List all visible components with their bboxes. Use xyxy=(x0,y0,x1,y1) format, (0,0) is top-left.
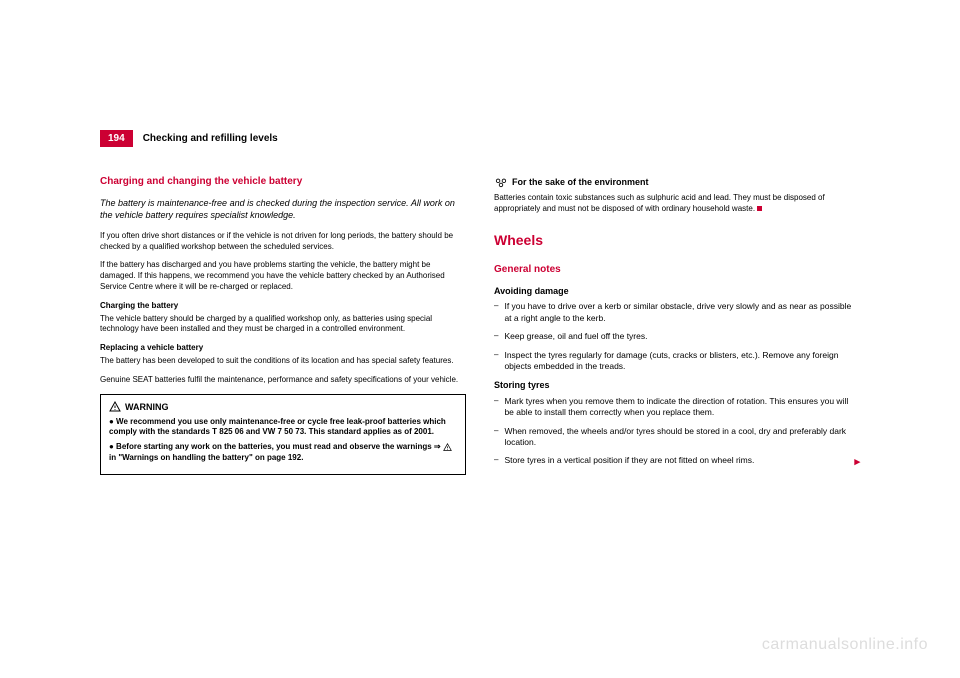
environment-label: For the sake of the environment xyxy=(512,176,649,188)
subheading: Replacing a vehicle battery xyxy=(100,343,466,354)
manual-page: 194 Checking and refilling levels Chargi… xyxy=(0,0,960,517)
environment-text: Batteries contain toxic substances such … xyxy=(494,193,860,215)
section-heading: Charging and changing the vehicle batter… xyxy=(100,175,466,189)
environment-header: For the sake of the environment xyxy=(494,175,860,189)
end-marker-icon xyxy=(757,206,762,211)
paragraph: The vehicle battery should be charged by… xyxy=(100,314,466,336)
warning-header: WARNING xyxy=(109,401,457,413)
list-text: Inspect the tyres regularly for damage (… xyxy=(504,350,860,373)
intro-text: The battery is maintenance-free and is c… xyxy=(100,197,466,221)
dash-icon: – xyxy=(494,396,498,419)
subheading: Charging the battery xyxy=(100,301,466,312)
env-body: Batteries contain toxic substances such … xyxy=(494,193,825,213)
list-item: – Store tyres in a vertical position if … xyxy=(494,455,860,470)
page-number: 194 xyxy=(100,130,133,147)
watermark: carmanualsonline.info xyxy=(762,636,928,654)
paragraph: Genuine SEAT batteries fulfil the mainte… xyxy=(100,375,466,386)
warning-bullet: ● We recommend you use only maintenance-… xyxy=(109,417,457,439)
warning-bullet: ● Before starting any work on the batter… xyxy=(109,442,457,464)
list-item: – Inspect the tyres regularly for damage… xyxy=(494,350,860,373)
dash-icon: – xyxy=(494,301,498,324)
list-item: – When removed, the wheels and/or tyres … xyxy=(494,426,860,449)
warning-triangle-icon xyxy=(109,401,121,413)
dash-icon: – xyxy=(494,426,498,449)
continue-arrow-icon: ▸ xyxy=(854,455,860,470)
warning-box: WARNING ● We recommend you use only main… xyxy=(100,394,466,475)
subheading: Storing tyres xyxy=(494,379,860,391)
subheading: Avoiding damage xyxy=(494,285,860,297)
list-item: – If you have to drive over a kerb or si… xyxy=(494,301,860,324)
subsection-heading: General notes xyxy=(494,263,860,277)
page-header: 194 Checking and refilling levels xyxy=(100,130,860,147)
warning-triangle-icon xyxy=(443,443,452,452)
paragraph: The battery has been developed to suit t… xyxy=(100,356,466,367)
list-item: – Keep grease, oil and fuel off the tyre… xyxy=(494,331,860,342)
section-heading: Wheels xyxy=(494,231,860,250)
list-text: When removed, the wheels and/or tyres sh… xyxy=(504,426,860,449)
recycle-icon xyxy=(494,175,508,189)
header-title: Checking and refilling levels xyxy=(143,133,278,144)
list-text: Keep grease, oil and fuel off the tyres. xyxy=(504,331,860,342)
right-column: For the sake of the environment Batterie… xyxy=(494,175,860,477)
warning-label: WARNING xyxy=(125,401,169,413)
warning-text-b: in "Warnings on handling the battery" on… xyxy=(109,453,303,462)
paragraph: If the battery has discharged and you ha… xyxy=(100,260,466,292)
paragraph: If you often drive short distances or if… xyxy=(100,231,466,253)
list-text: If you have to drive over a kerb or simi… xyxy=(504,301,860,324)
list-item: – Mark tyres when you remove them to ind… xyxy=(494,396,860,419)
dash-icon: – xyxy=(494,331,498,342)
list-text: Store tyres in a vertical position if th… xyxy=(504,455,854,470)
dash-icon: – xyxy=(494,455,498,470)
left-column: Charging and changing the vehicle batter… xyxy=(100,175,466,477)
dash-icon: – xyxy=(494,350,498,373)
warning-text-a: ● Before starting any work on the batter… xyxy=(109,442,443,451)
list-text: Mark tyres when you remove them to indic… xyxy=(504,396,860,419)
content-columns: Charging and changing the vehicle batter… xyxy=(100,175,860,477)
